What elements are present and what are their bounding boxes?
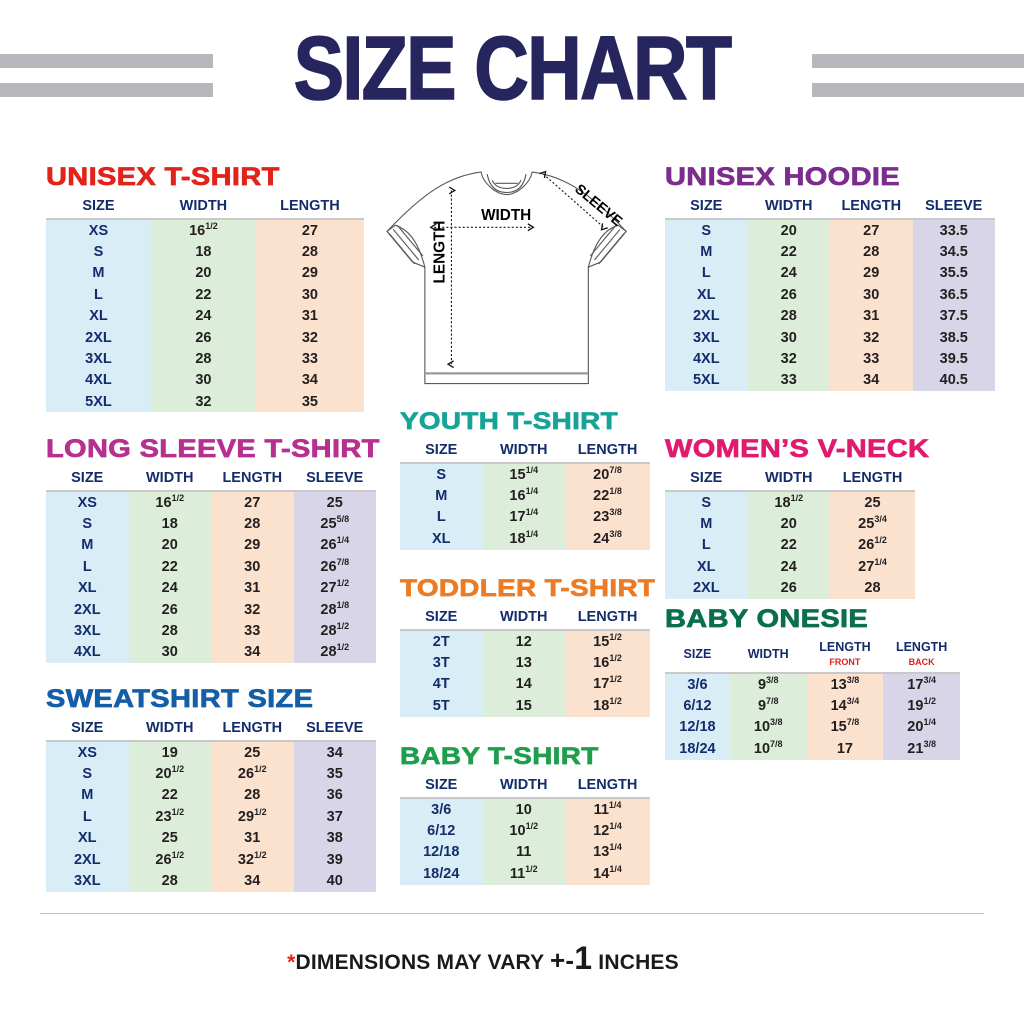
- svg-text:LENGTH: LENGTH: [431, 221, 448, 284]
- svg-text:WIDTH: WIDTH: [481, 207, 531, 224]
